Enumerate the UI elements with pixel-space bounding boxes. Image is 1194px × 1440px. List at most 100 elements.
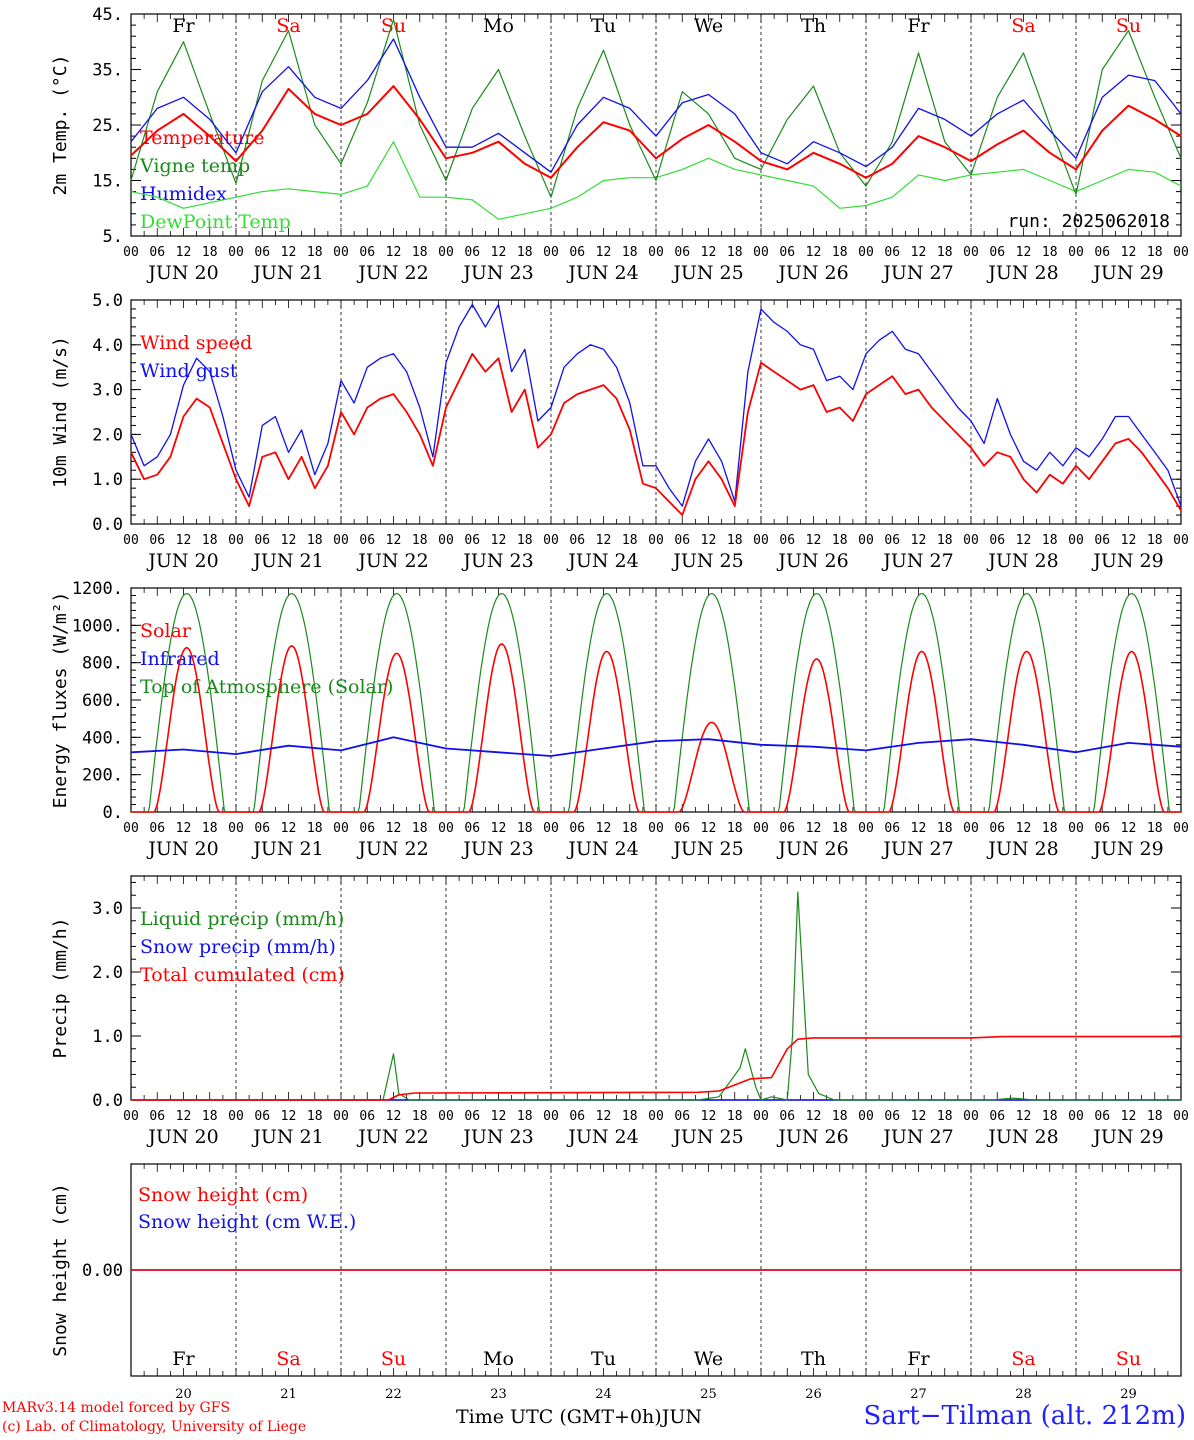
- hour-tick-label: 06: [254, 821, 270, 836]
- series-line: [131, 891, 1181, 1101]
- date-label: JUN 25: [671, 1126, 743, 1148]
- hour-tick-label: 12: [386, 821, 402, 836]
- y-axis-label: 2m Temp. (°C): [50, 55, 71, 196]
- hour-tick-label: 12: [596, 1109, 612, 1124]
- hour-tick-label: 00: [1173, 821, 1189, 836]
- hour-tick-label: 18: [517, 533, 533, 548]
- y-tick-label: 25.: [92, 116, 123, 136]
- hour-tick-label: 12: [911, 821, 927, 836]
- hour-tick-label: 18: [1147, 1109, 1163, 1124]
- hour-tick-label: 06: [884, 1109, 900, 1124]
- date-label: JUN 25: [671, 838, 743, 860]
- y-axis-label: Snow height (cm): [50, 1183, 71, 1356]
- hour-tick-label: 12: [1016, 533, 1032, 548]
- hour-tick-label: 00: [228, 1109, 244, 1124]
- hour-tick-label: 06: [254, 245, 270, 260]
- date-label: JUN 25: [671, 262, 743, 284]
- weekday-label: Tu: [591, 15, 616, 37]
- weekday-label: Fr: [907, 1348, 930, 1370]
- series-line: [130, 141, 1182, 220]
- day-number: 20: [175, 1387, 192, 1402]
- hour-tick-label: 06: [779, 1109, 795, 1124]
- hour-tick-label: 12: [911, 245, 927, 260]
- hour-tick-label: 06: [359, 821, 375, 836]
- weekday-label: Sa: [1011, 15, 1035, 37]
- y-axis-label: 10m Wind (m/s): [50, 336, 71, 488]
- hour-tick-label: 06: [674, 821, 690, 836]
- weekday-label: Su: [1116, 15, 1141, 37]
- hour-tick-label: 18: [622, 245, 638, 260]
- hour-tick-label: 00: [333, 245, 349, 260]
- date-label: JUN 22: [356, 1126, 428, 1148]
- date-label: JUN 23: [461, 838, 533, 860]
- date-label: JUN 23: [461, 550, 533, 572]
- hour-tick-label: 12: [596, 821, 612, 836]
- hour-tick-label: 12: [596, 245, 612, 260]
- hour-tick-label: 18: [412, 245, 428, 260]
- date-label: JUN 28: [986, 838, 1058, 860]
- date-label: JUN 24: [566, 262, 638, 284]
- weekday-label: Su: [1116, 1348, 1141, 1370]
- y-tick-label: 45.: [92, 5, 123, 25]
- plot-frame: [130, 299, 1182, 525]
- legend-entry: Snow height (cm): [138, 1184, 308, 1206]
- hour-tick-label: 18: [307, 245, 323, 260]
- hour-tick-label: 06: [254, 1109, 270, 1124]
- date-label: JUN 26: [776, 262, 848, 284]
- weekday-label: Sa: [1011, 1348, 1035, 1370]
- date-label: JUN 28: [986, 1126, 1058, 1148]
- date-label: JUN 22: [356, 550, 428, 572]
- weekday-label: Th: [801, 15, 826, 37]
- y-tick-label: 1000.: [72, 616, 123, 636]
- hour-tick-label: 12: [491, 245, 507, 260]
- legend-entry: Snow precip (mm/h): [140, 936, 336, 958]
- hour-tick-label: 18: [517, 245, 533, 260]
- y-tick-label: 5.: [103, 227, 123, 247]
- run-annotation: run: 2025062018: [1007, 211, 1170, 232]
- hour-tick-label: 06: [254, 533, 270, 548]
- hour-tick-label: 06: [569, 533, 585, 548]
- hour-tick-label: 12: [911, 533, 927, 548]
- hour-tick-label: 12: [491, 1109, 507, 1124]
- hour-tick-label: 06: [359, 245, 375, 260]
- hour-tick-label: 00: [648, 533, 664, 548]
- hour-tick-label: 00: [858, 821, 874, 836]
- xlabel: Time UTC (GMT+0h): [456, 1406, 662, 1428]
- hour-tick-label: 00: [438, 1109, 454, 1124]
- hour-tick-label: 18: [832, 1109, 848, 1124]
- hour-tick-label: 06: [359, 1109, 375, 1124]
- y-tick-label: 4.0: [92, 336, 123, 356]
- date-label: JUN 26: [776, 1126, 848, 1148]
- station-name: Sart−Tilman (alt. 212m): [863, 1401, 1186, 1431]
- hour-tick-label: 18: [727, 533, 743, 548]
- y-tick-label: 35.: [92, 61, 123, 81]
- hour-tick-label: 00: [963, 821, 979, 836]
- hour-tick-label: 06: [1094, 533, 1110, 548]
- hour-tick-label: 12: [386, 533, 402, 548]
- day-number: 28: [1015, 1387, 1032, 1402]
- y-tick-label: 1.0: [92, 1027, 123, 1047]
- hour-tick-label: 06: [674, 533, 690, 548]
- date-label: JUN 28: [986, 262, 1058, 284]
- hour-tick-label: 12: [1016, 245, 1032, 260]
- hour-tick-label: 00: [753, 245, 769, 260]
- day-number: 26: [805, 1387, 822, 1402]
- hour-tick-label: 06: [464, 821, 480, 836]
- day-number: 23: [490, 1387, 507, 1402]
- hour-tick-label: 00: [333, 1109, 349, 1124]
- hour-tick-label: 18: [622, 1109, 638, 1124]
- hour-tick-label: 06: [779, 245, 795, 260]
- hour-tick-label: 06: [884, 245, 900, 260]
- y-axis-label: Energy fluxes (W/m²): [50, 592, 71, 809]
- hour-tick-label: 12: [386, 1109, 402, 1124]
- hour-tick-label: 00: [963, 245, 979, 260]
- hour-tick-label: 12: [176, 821, 192, 836]
- day-number: 24: [595, 1387, 612, 1402]
- hour-tick-label: 06: [989, 533, 1005, 548]
- y-tick-label: 3.0: [92, 381, 123, 401]
- weekday-label: Su: [381, 15, 406, 37]
- hour-tick-label: 00: [543, 533, 559, 548]
- hour-tick-label: 00: [123, 533, 139, 548]
- y-tick-label: 0.: [103, 803, 123, 823]
